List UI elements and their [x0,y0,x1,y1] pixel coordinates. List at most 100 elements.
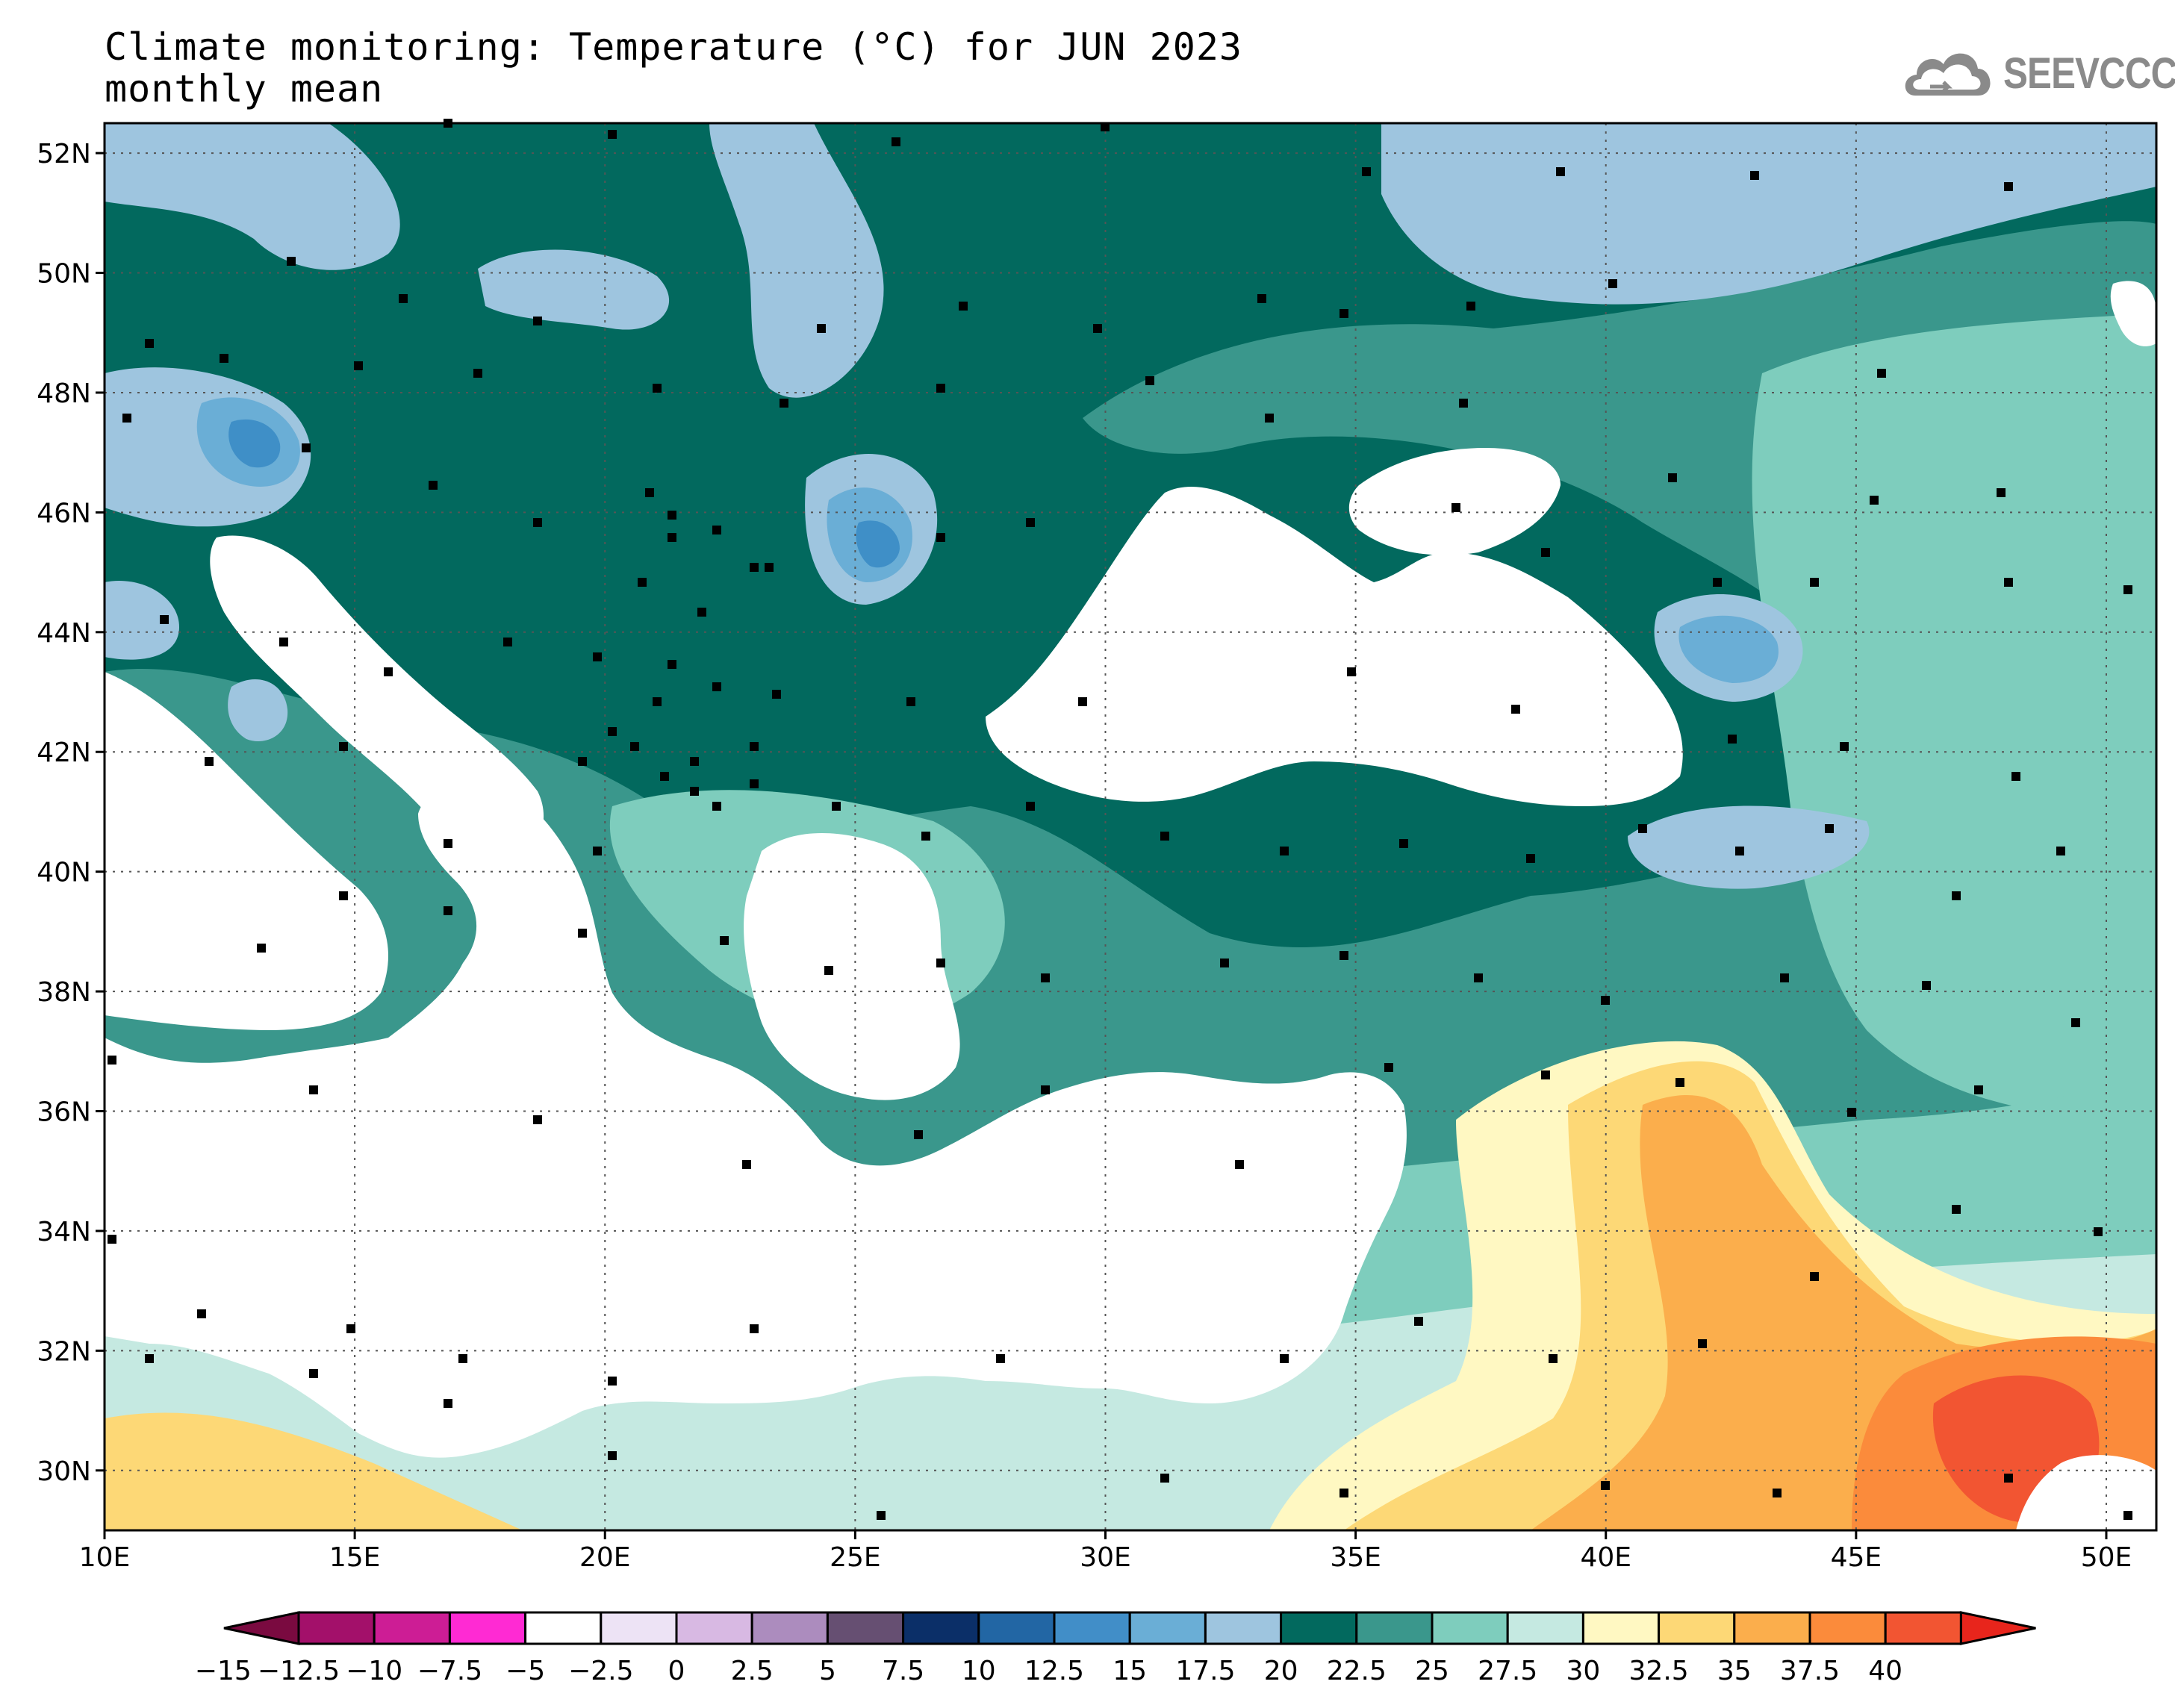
station-marker [145,339,154,348]
station-marker [1414,1317,1423,1326]
adriatic-sea [210,535,544,870]
station-marker [1810,578,1819,587]
station-marker [2094,1227,2103,1236]
land-cool-blue-germany [105,123,400,270]
colorbar-swatch [675,1611,753,1645]
map-title: Climate monitoring: Temperature (°C) for… [105,25,1243,69]
station-marker [2004,182,2013,191]
station-marker [1541,548,1550,557]
colorbar-swatch [826,1611,905,1645]
station-marker [1601,996,1610,1005]
station-marker [2056,847,2065,855]
station-marker [817,324,826,333]
station-marker [1093,324,1102,333]
station-marker [690,757,699,766]
colorbar-swatch [1128,1611,1207,1645]
colorbar-under-arrow [223,1611,300,1645]
station-marker [996,1354,1005,1363]
station-marker [399,294,408,303]
station-marker [1511,705,1520,714]
station-marker [302,443,311,452]
lat-tick-label: 44N [37,618,91,649]
station-marker [1265,414,1274,423]
station-marker [1220,959,1229,967]
station-marker [1526,854,1535,863]
station-marker [2123,585,2132,594]
station-marker [638,578,647,587]
station-marker [309,1085,318,1094]
lat-tick-label: 30N [37,1456,91,1487]
station-marker [892,137,900,146]
station-marker [780,399,788,408]
station-marker [1145,376,1154,385]
lat-tick-label: 46N [37,498,91,529]
station-marker [1160,832,1169,841]
station-marker [2011,772,2020,781]
station-marker [444,1399,452,1408]
station-marker [444,839,452,848]
station-marker [108,1056,116,1065]
station-marker [772,690,781,699]
colorbar-label: 5 [819,1656,836,1686]
station-marker [712,802,721,811]
station-marker [287,257,296,266]
station-marker [1339,951,1348,960]
station-marker [205,757,214,766]
lat-tick-label: 32N [37,1336,91,1367]
station-marker [1339,309,1348,318]
colorbar: −15 −12.5 −10 −7.5 −5 −2.5 0 2.5 5 7.5 10 12.5 15 17.… [195,1611,2036,1686]
colorbar-swatch [297,1611,376,1645]
map-field [105,123,2156,1530]
map-subtitle: monthly mean [105,67,384,110]
station-marker [1728,735,1737,744]
station-marker [1384,1063,1393,1072]
station-marker [197,1309,206,1318]
colorbar-label: −10 [346,1656,402,1686]
land-deep-blue-alps [228,419,281,468]
station-marker [936,959,945,967]
station-marker [1773,1489,1782,1497]
colorbar-label: 7.5 [882,1656,924,1686]
land-yellow-west [105,1412,523,1530]
station-marker [1026,518,1035,527]
station-marker [108,1235,116,1244]
lat-tick-label: 36N [37,1097,91,1128]
colorbar-label: −15 [195,1656,252,1686]
colorbar-label: 17.5 [1175,1656,1235,1686]
station-marker [384,667,393,676]
persian-gulf [2016,1455,2156,1530]
station-marker [750,1324,759,1333]
station-marker [1078,697,1087,706]
colorbar-swatch [1581,1611,1661,1645]
station-marker [444,906,452,915]
station-marker [1810,1272,1819,1281]
station-marker [1952,891,1961,900]
colorbar-label: 22.5 [1327,1656,1387,1686]
station-marker [1474,973,1483,982]
station-marker [593,847,602,855]
station-marker [1608,279,1617,288]
map-frame [103,122,2158,1532]
station-marker [750,742,759,751]
lat-tick-label: 50N [37,259,91,290]
land-cool-blue-armenia [1628,805,1870,889]
station-marker [429,481,438,490]
graticule [105,123,2156,1530]
station-marker [608,1377,617,1386]
lon-tick-label: 10E [79,1542,131,1573]
land-cool-blue-italy [105,581,179,660]
colorbar-label: 35 [1717,1656,1752,1686]
station-marker [578,757,587,766]
lon-tick-label: 35E [1330,1542,1381,1573]
logo-text: SEEVCCC [2003,49,2175,98]
station-marker [1750,171,1759,180]
colorbar-swatch [600,1611,678,1645]
station-markers [108,119,2132,1520]
station-marker [1840,742,1849,751]
aegean-sea [744,833,960,1100]
cloud-logo-icon [1905,53,1991,96]
station-marker [1459,399,1468,408]
station-marker [1280,847,1289,855]
lon-tick-label: 15E [329,1542,381,1573]
station-marker [1362,167,1371,176]
